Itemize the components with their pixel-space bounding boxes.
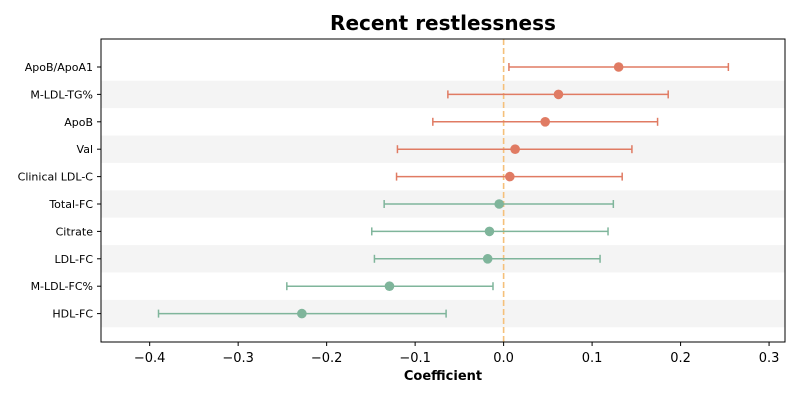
x-tick-label: −0.4 bbox=[134, 351, 166, 366]
x-tick-label: −0.3 bbox=[222, 351, 254, 366]
y-tick-label: Total-FC bbox=[48, 198, 93, 211]
chart-title: Recent restlessness bbox=[330, 11, 556, 35]
estimate-point bbox=[613, 62, 624, 72]
x-tick-label: 0.3 bbox=[759, 351, 780, 366]
y-axis: ApoB/ApoA1 M-LDL-TG% ApoB Val Clinical LDL-C… bbox=[18, 61, 101, 321]
x-tick-label: −0.2 bbox=[311, 351, 343, 366]
estimate-point bbox=[297, 308, 307, 319]
estimate-point bbox=[384, 281, 395, 292]
y-tick-label: Clinical LDL-C bbox=[18, 171, 94, 184]
y-tick-label: M-LDL-TG% bbox=[30, 88, 93, 101]
estimate-point bbox=[482, 253, 493, 264]
y-tick-label: Val bbox=[77, 143, 93, 156]
plot-frame bbox=[100, 38, 786, 343]
y-tick-label: Citrate bbox=[56, 225, 94, 238]
estimate-marks bbox=[157, 62, 730, 319]
x-axis-label: Coefficient bbox=[404, 369, 482, 384]
estimate-point bbox=[510, 144, 520, 154]
x-tick-label: −0.1 bbox=[399, 351, 431, 366]
estimate-point bbox=[494, 199, 504, 209]
x-tick-label: 0.2 bbox=[670, 351, 691, 366]
estimate-point bbox=[505, 171, 515, 182]
y-tick-label: M-LDL-FC% bbox=[31, 280, 93, 293]
estimate-point bbox=[553, 89, 564, 100]
estimate-point bbox=[484, 226, 495, 237]
y-tick-label: LDL-FC bbox=[54, 253, 93, 266]
x-tick-label: 0.1 bbox=[582, 351, 603, 366]
x-tick-label: 0.0 bbox=[493, 351, 514, 366]
y-tick-label: ApoB/ApoA1 bbox=[25, 61, 93, 74]
y-tick-label: ApoB bbox=[64, 116, 93, 129]
row-band bbox=[101, 80, 785, 109]
x-axis: −0.4 −0.3 −0.2 −0.1 0.0 0.1 0.2 0.3 bbox=[134, 342, 780, 366]
estimate-point bbox=[540, 117, 551, 127]
y-tick-label: HDL-FC bbox=[52, 308, 93, 321]
